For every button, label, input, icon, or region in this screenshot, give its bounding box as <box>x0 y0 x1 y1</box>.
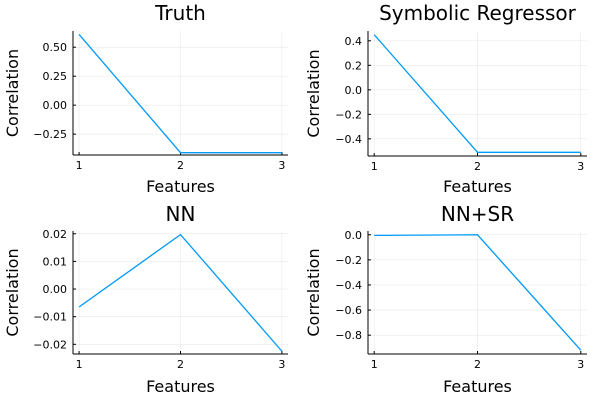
x-tick-label: 2 <box>177 159 184 172</box>
x-tick-label: 1 <box>371 358 378 371</box>
x-tick-label: 2 <box>177 358 184 371</box>
y-axis-label: Correlation <box>304 248 323 336</box>
y-tick-label: 0.2 <box>345 59 363 72</box>
chart-title: NN+SR <box>441 202 514 226</box>
y-tick-label: −0.4 <box>335 133 362 146</box>
x-tick-label: 1 <box>76 159 83 172</box>
x-axis-label: Features <box>443 377 512 396</box>
x-tick-label: 1 <box>371 160 378 173</box>
chart-title: Symbolic Regressor <box>379 1 577 25</box>
chart-panel-symbolic-regressor: 1 2 3 0.4 0.2 0.0 −0.2 −0.4 Symbolic Regressor Fe… <box>304 1 587 196</box>
x-tick-label: 1 <box>76 358 83 371</box>
chart-panel-truth: 1 2 3 0.50 0.25 0.00 −0.25 Truth Features Correla… <box>3 1 288 196</box>
x-axis-label: Features <box>146 377 215 396</box>
y-tick-label: −0.01 <box>33 311 67 324</box>
y-tick-label: 0.00 <box>43 283 68 296</box>
x-tick-label: 2 <box>474 160 481 173</box>
y-tick-label: −0.2 <box>335 108 362 121</box>
series-line <box>78 34 282 154</box>
chart-panel-nn-sr: 1 2 3 0.0 −0.2 −0.4 −0.6 −0.8 NN+SR Features Corre… <box>304 202 587 396</box>
y-tick-label: −0.8 <box>335 329 362 342</box>
y-tick-label: 0.4 <box>345 35 363 48</box>
x-axis-label: Features <box>443 177 512 196</box>
y-tick-label: 0.50 <box>43 41 68 54</box>
y-axis-label: Correlation <box>304 49 323 137</box>
y-tick-label: 0.02 <box>43 228 68 241</box>
chart-title: Truth <box>154 1 206 25</box>
x-tick-label: 3 <box>577 160 584 173</box>
y-tick-label: 0.0 <box>345 84 363 97</box>
series-line <box>374 234 582 351</box>
y-tick-label: −0.4 <box>335 279 362 292</box>
chart-title: NN <box>166 202 196 226</box>
y-tick-label: 0.00 <box>43 99 68 112</box>
x-tick-label: 2 <box>474 358 481 371</box>
y-tick-label: −0.2 <box>335 254 362 267</box>
x-tick-label: 3 <box>278 358 285 371</box>
y-tick-label: 0.0 <box>345 229 363 242</box>
x-tick-label: 3 <box>278 159 285 172</box>
y-tick-label: −0.25 <box>33 128 67 141</box>
x-axis-label: Features <box>146 177 215 196</box>
series-line <box>373 34 581 153</box>
chart-panel-nn: 1 2 3 0.02 0.01 0.00 −0.01 −0.02 NN Features Corre… <box>3 202 288 396</box>
series-line <box>78 233 283 352</box>
y-axis-label: Correlation <box>3 248 22 336</box>
y-tick-label: −0.02 <box>33 338 67 351</box>
x-tick-label: 3 <box>577 358 584 371</box>
y-tick-label: 0.01 <box>43 255 68 268</box>
y-axis-label: Correlation <box>3 49 22 137</box>
y-tick-label: −0.6 <box>335 304 362 317</box>
y-tick-label: 0.25 <box>43 70 68 83</box>
